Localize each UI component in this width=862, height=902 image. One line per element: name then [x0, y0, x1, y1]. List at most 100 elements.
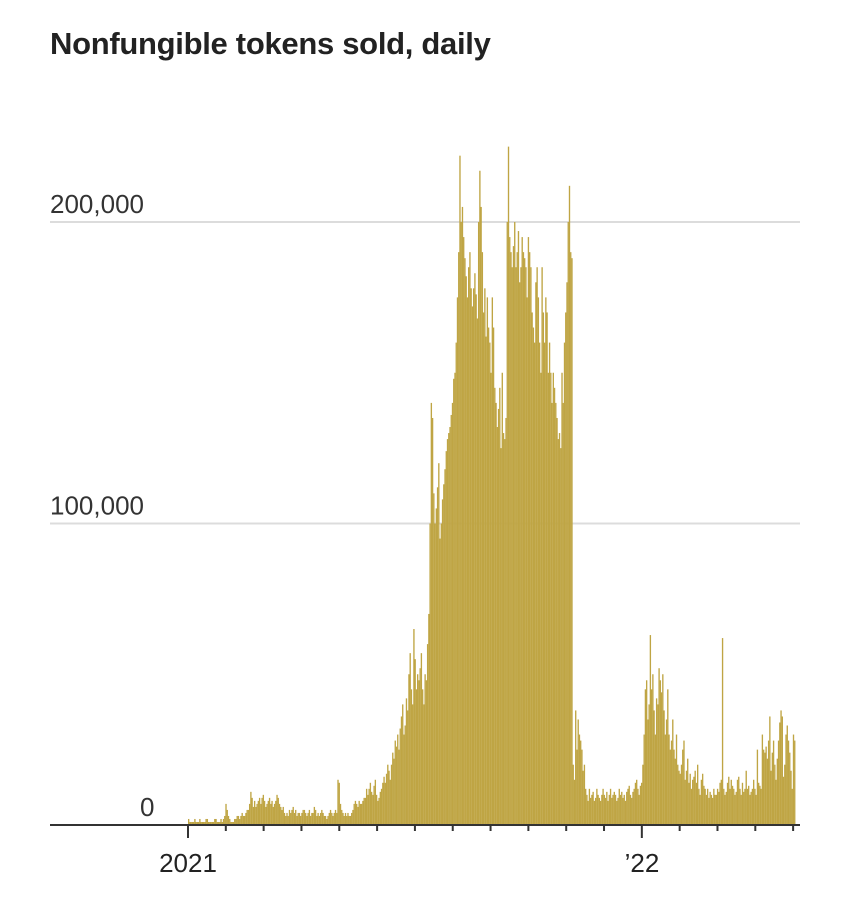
- bar: [196, 821, 199, 825]
- bar: [633, 788, 635, 825]
- bar: [718, 791, 720, 825]
- bar: [265, 806, 267, 825]
- bar: [322, 812, 324, 825]
- bar: [660, 692, 663, 825]
- gridlines: [50, 221, 800, 525]
- bar: [637, 788, 639, 825]
- bar: [673, 749, 675, 826]
- bar: [770, 770, 772, 825]
- bar: [412, 704, 414, 825]
- bar: [226, 809, 228, 825]
- bar: [716, 788, 719, 825]
- bar: [378, 797, 380, 825]
- bar: [368, 788, 370, 825]
- bar: [428, 613, 430, 825]
- bar: [308, 809, 311, 825]
- bar: [591, 794, 593, 825]
- bar: [291, 809, 293, 825]
- bar: [287, 815, 289, 825]
- bar: [642, 764, 644, 825]
- bar: [360, 803, 363, 825]
- bar: [520, 267, 522, 826]
- bar: [558, 433, 561, 825]
- bar: [689, 773, 691, 825]
- bar: [683, 740, 685, 825]
- bar: [230, 821, 232, 825]
- bar: [785, 734, 787, 825]
- bar: [720, 779, 722, 825]
- bar: [214, 818, 216, 825]
- bar: [750, 791, 752, 825]
- bar: [753, 779, 755, 825]
- bar: [227, 815, 230, 825]
- bar: [318, 815, 321, 825]
- bar: [365, 788, 368, 825]
- bar: [217, 821, 220, 825]
- bar: [372, 794, 374, 825]
- bar: [531, 312, 533, 825]
- bar: [480, 206, 482, 825]
- bar: [662, 674, 664, 825]
- bar: [734, 794, 736, 825]
- bar: [353, 803, 355, 825]
- bar: [354, 800, 357, 825]
- bar: [682, 749, 684, 826]
- bar: [631, 797, 633, 825]
- bar: [272, 806, 274, 825]
- bar: [641, 782, 643, 825]
- bar: [709, 791, 711, 825]
- bar: [465, 276, 467, 825]
- bar: [596, 788, 598, 825]
- bar: [700, 779, 703, 825]
- bar: [764, 752, 766, 825]
- bar: [781, 716, 783, 825]
- bar: [580, 740, 582, 825]
- bar: [471, 306, 474, 825]
- bar: [476, 318, 479, 825]
- bar: [668, 734, 670, 825]
- bar: [645, 680, 648, 825]
- bar: [674, 758, 676, 825]
- bar: [546, 312, 548, 825]
- bar: [760, 788, 762, 825]
- bar: [275, 800, 277, 825]
- bar: [348, 815, 350, 825]
- bar: [336, 812, 338, 825]
- bar: [296, 815, 298, 825]
- bar: [231, 821, 233, 825]
- bar: [331, 812, 333, 825]
- bar: [303, 809, 306, 825]
- bar: [576, 749, 578, 826]
- bar: [555, 402, 557, 825]
- bar: [743, 791, 745, 825]
- bar: [719, 782, 721, 825]
- bar: [239, 818, 241, 825]
- bar: [748, 785, 750, 825]
- bar: [313, 806, 316, 825]
- bar: [205, 818, 207, 825]
- bar: [598, 797, 601, 825]
- bar: [209, 821, 211, 825]
- bar: [413, 629, 415, 825]
- bar: [553, 387, 556, 825]
- bar: [599, 800, 602, 825]
- bar: [229, 818, 231, 825]
- bar: [701, 773, 704, 825]
- bar: [649, 635, 652, 825]
- bar: [311, 812, 313, 825]
- bar: [475, 294, 477, 825]
- bar: [258, 797, 261, 825]
- bar: [540, 372, 542, 825]
- bar: [463, 237, 465, 825]
- bar: [492, 327, 495, 825]
- bar: [195, 821, 197, 825]
- bar: [771, 752, 774, 825]
- bar: [263, 800, 266, 825]
- bar: [530, 267, 532, 826]
- bar: [253, 800, 256, 825]
- bar: [608, 794, 610, 825]
- bar: [721, 638, 724, 825]
- bar: [589, 797, 592, 825]
- bar: [433, 493, 435, 825]
- bar: [601, 794, 603, 825]
